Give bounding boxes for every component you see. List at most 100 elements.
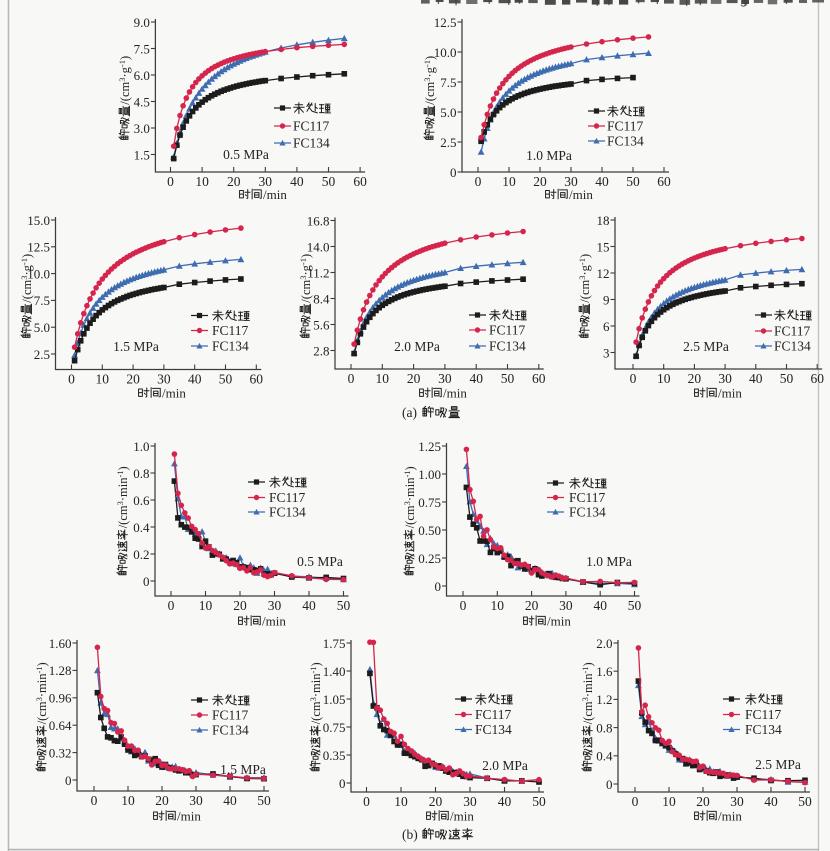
svg-text:50: 50	[626, 174, 640, 189]
svg-text:1.25: 1.25	[418, 439, 441, 454]
svg-text:40: 40	[469, 371, 483, 386]
svg-text:2.0 MPa: 2.0 MPa	[394, 339, 440, 354]
svg-text:9.0: 9.0	[134, 15, 150, 30]
svg-text:FC117: FC117	[489, 323, 526, 338]
svg-text:10: 10	[662, 794, 676, 809]
svg-text:FC134: FC134	[607, 134, 644, 149]
svg-text:50: 50	[219, 372, 233, 387]
svg-text:0: 0	[339, 776, 346, 791]
svg-text:2.5: 2.5	[440, 135, 456, 150]
svg-text:FC134: FC134	[212, 723, 249, 738]
svg-text:0.75: 0.75	[323, 720, 346, 735]
svg-text:FC134: FC134	[212, 339, 249, 354]
svg-text:8.4: 8.4	[313, 291, 330, 306]
svg-text:0.2: 0.2	[133, 547, 149, 562]
svg-text:5.0: 5.0	[34, 320, 50, 335]
svg-text:0: 0	[606, 777, 613, 792]
svg-text:30: 30	[559, 598, 573, 613]
svg-text:40: 40	[595, 174, 609, 189]
svg-text:60: 60	[353, 174, 367, 189]
svg-text:FC134: FC134	[774, 339, 811, 354]
svg-text:/min: /min	[162, 386, 186, 401]
svg-text:10: 10	[199, 598, 213, 613]
svg-text:10: 10	[376, 371, 390, 386]
svg-text:20: 20	[688, 371, 702, 386]
svg-text:/(cm3·g-1): /(cm3·g-1)	[298, 254, 313, 303]
svg-text:7.5: 7.5	[134, 41, 150, 56]
svg-text:18: 18	[597, 213, 610, 228]
svg-text:/min: /min	[718, 809, 742, 824]
svg-text:10: 10	[491, 598, 505, 613]
svg-text:/min: /min	[262, 614, 286, 629]
svg-text:0.4: 0.4	[596, 749, 613, 764]
svg-text:1.5: 1.5	[134, 147, 150, 162]
svg-text:1.60: 1.60	[49, 636, 72, 651]
svg-text:12: 12	[597, 266, 610, 281]
svg-text:40: 40	[290, 174, 304, 189]
svg-text:0.64: 0.64	[49, 718, 72, 733]
svg-text:FC134: FC134	[269, 505, 306, 520]
svg-text:40: 40	[223, 793, 237, 808]
svg-text:0.6: 0.6	[133, 493, 150, 508]
svg-text:/min: /min	[718, 386, 742, 401]
svg-text:1.6: 1.6	[596, 664, 613, 679]
svg-text:1.00: 1.00	[418, 467, 441, 482]
svg-text:FC134: FC134	[293, 136, 330, 151]
svg-text:3: 3	[603, 345, 610, 360]
svg-text:10: 10	[502, 174, 516, 189]
svg-text:FC134: FC134	[489, 339, 526, 354]
svg-text:40: 40	[498, 794, 512, 809]
svg-text:0.50: 0.50	[418, 523, 441, 538]
svg-text:1.75: 1.75	[323, 636, 346, 651]
svg-text:2.5 MPa: 2.5 MPa	[683, 339, 729, 354]
svg-text:2.8: 2.8	[313, 343, 329, 358]
svg-text:50: 50	[257, 793, 271, 808]
svg-text:15: 15	[597, 239, 610, 254]
svg-text:/(cm3·min-1): /(cm3·min-1)	[115, 466, 130, 528]
svg-text:(b): (b)	[402, 827, 418, 842]
svg-text:0: 0	[167, 174, 174, 189]
svg-text:15.0: 15.0	[27, 213, 50, 228]
svg-text:40: 40	[188, 372, 202, 387]
svg-text:1.05: 1.05	[323, 692, 346, 707]
svg-text:50: 50	[322, 174, 336, 189]
svg-text:40: 40	[749, 371, 763, 386]
svg-text:12.5: 12.5	[27, 240, 50, 255]
svg-text:1.0: 1.0	[133, 439, 149, 454]
svg-text:0.25: 0.25	[418, 551, 441, 566]
svg-text:/(cm3·g-1): /(cm3·g-1)	[19, 254, 34, 303]
svg-text:30: 30	[463, 794, 477, 809]
svg-text:FC134: FC134	[475, 722, 512, 737]
svg-text:FC117: FC117	[569, 490, 606, 505]
svg-text:5.0: 5.0	[440, 105, 456, 120]
svg-text:/min: /min	[450, 809, 474, 824]
svg-text:11.2: 11.2	[307, 265, 329, 280]
svg-text:0: 0	[475, 174, 482, 189]
svg-text:30: 30	[718, 371, 732, 386]
svg-text:6: 6	[603, 319, 610, 334]
svg-text:10.0: 10.0	[434, 45, 457, 60]
svg-text:0: 0	[435, 579, 442, 594]
svg-text:2.0 MPa: 2.0 MPa	[482, 758, 528, 773]
svg-text:1.2: 1.2	[596, 692, 612, 707]
svg-text:0: 0	[168, 598, 175, 613]
svg-text:7.5: 7.5	[440, 75, 456, 90]
svg-text:4.5: 4.5	[134, 94, 150, 109]
svg-text:/(cm3·min-1): /(cm3·min-1)	[402, 466, 417, 528]
svg-text:0.75: 0.75	[418, 495, 441, 510]
svg-text:10: 10	[96, 372, 110, 387]
svg-text:50: 50	[501, 371, 515, 386]
svg-text:0.5 MPa: 0.5 MPa	[223, 147, 269, 162]
svg-text:FC117: FC117	[212, 323, 249, 338]
svg-text:2.5 MPa: 2.5 MPa	[755, 757, 801, 772]
svg-text:/(cm3·g-1): /(cm3·g-1)	[422, 56, 437, 105]
svg-text:50: 50	[628, 598, 642, 613]
svg-text:30: 30	[564, 174, 578, 189]
svg-text:40: 40	[302, 598, 316, 613]
svg-text:FC117: FC117	[475, 707, 512, 722]
svg-text:50: 50	[337, 598, 351, 613]
svg-text:1.0 MPa: 1.0 MPa	[526, 148, 572, 163]
svg-text:20: 20	[696, 794, 710, 809]
svg-text:10: 10	[394, 794, 408, 809]
svg-text:0.4: 0.4	[133, 520, 150, 535]
